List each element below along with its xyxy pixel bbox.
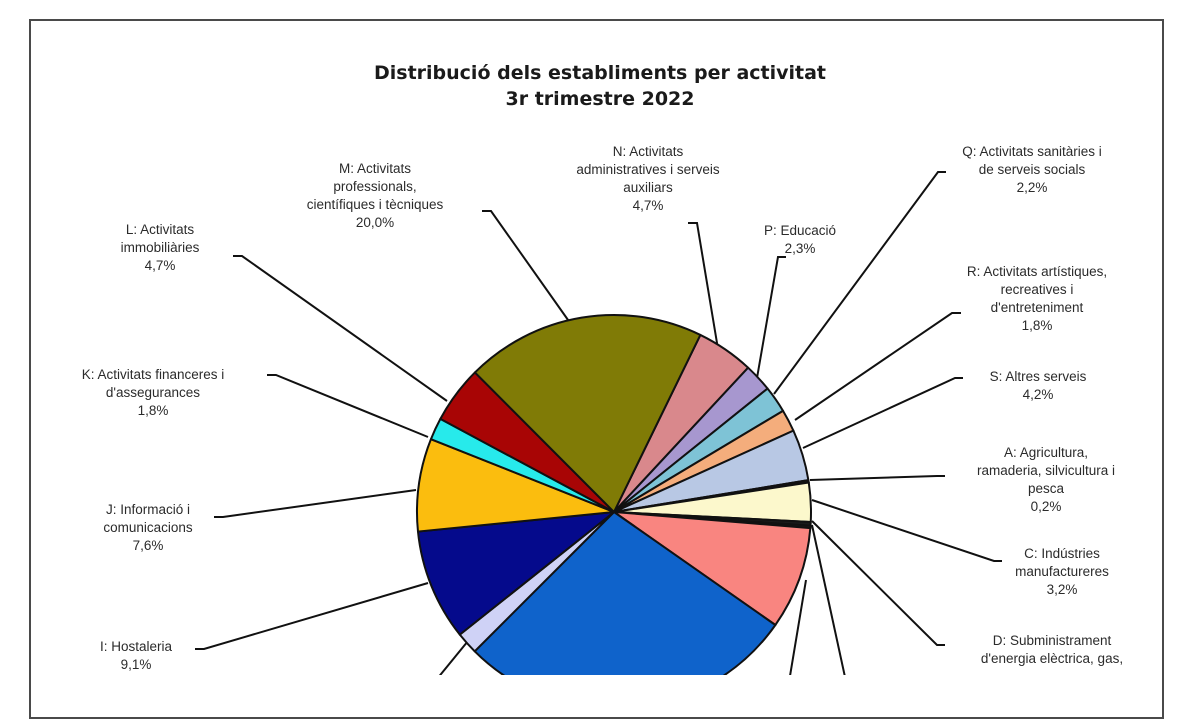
- leader-line-i: [195, 582, 429, 650]
- slice-label-line: A: Agricultura,: [1003, 445, 1089, 460]
- leader-line-k: [267, 374, 429, 438]
- pie-slice-i: [416, 511, 615, 636]
- slice-label-line: auxiliars: [623, 180, 673, 195]
- slice-label-line: R: Activitats artístiques,: [966, 264, 1108, 279]
- leader-line-r: [794, 312, 961, 421]
- slice-label-line: L: Activitats: [125, 222, 195, 237]
- slice-label-line: S: Altres serveis: [989, 369, 1087, 384]
- slice-label-a: A: Agricultura, ramaderia, silvicultura i…: [977, 444, 1115, 516]
- leader-line-h: [438, 640, 469, 675]
- slice-label-line: 9,1%: [120, 657, 152, 672]
- slice-label-line: d'energia elèctrica, gas,: [980, 651, 1124, 666]
- leader-line-s: [802, 377, 963, 449]
- slice-label-i: I: Hostaleria 9,1%: [100, 638, 172, 674]
- slice-label-line: professionals,: [333, 179, 417, 194]
- slice-label-s: S: Altres serveis 4,2%: [990, 368, 1087, 404]
- leader-line-a: [809, 475, 945, 481]
- slice-label-n: N: Activitats administratives i serveis au…: [576, 143, 719, 215]
- pie-slice-m: [473, 314, 702, 513]
- slice-label-k: K: Activitats financeres i d'assegurances…: [82, 366, 225, 420]
- slice-label-line: pesca: [1027, 481, 1065, 496]
- slice-label-line: 1,8%: [1021, 318, 1053, 333]
- slice-label-line: D: Subministrament: [992, 633, 1112, 648]
- slice-label-line: 4,7%: [144, 258, 176, 273]
- slice-label-line: N: Activitats: [612, 144, 684, 159]
- slice-label-p: P: Educació 2,3%: [764, 222, 836, 258]
- leader-line-m: [482, 210, 574, 328]
- slice-label-line: d'entreteniment: [990, 300, 1084, 315]
- chart-title-main: Distribució dels establiments per activi…: [373, 62, 827, 84]
- leader-line-n: [688, 222, 720, 356]
- slice-label-line: C: Indústries: [1024, 546, 1100, 561]
- pie-slice-j: [416, 438, 615, 533]
- slice-label-line: 2,2%: [1016, 180, 1048, 195]
- pie-chart: [195, 171, 1002, 675]
- slice-label-line: K: Activitats financeres i: [81, 367, 225, 382]
- slice-label-line: J: Informació i: [105, 502, 191, 517]
- slice-label-c: C: Indústries manufactureres 3,2%: [1015, 545, 1109, 599]
- slice-label-d: D: Subministrament d'energia elèctrica, g…: [981, 632, 1123, 668]
- leader-line-p: [756, 256, 786, 379]
- leader-line-d: [811, 520, 945, 646]
- slice-label-line: 7,6%: [132, 538, 164, 553]
- chart-subtitle: 3r trimestre 2022: [505, 88, 695, 110]
- slice-label-q: Q: Activitats sanitàries i de serveis soc…: [962, 143, 1102, 197]
- pie-slices: [416, 314, 812, 675]
- slice-label-line: manufactureres: [1015, 564, 1109, 579]
- slice-label-line: recreatives i: [1000, 282, 1074, 297]
- slice-label-j: J: Informació i comunicacions 7,6%: [103, 501, 192, 555]
- leader-line-c: [811, 499, 1002, 562]
- slice-label-line: Q: Activitats sanitàries i: [962, 144, 1102, 159]
- slice-label-line: 2,3%: [784, 241, 816, 256]
- slice-label-line: 4,2%: [1022, 387, 1054, 402]
- slice-label-line: 3,2%: [1046, 582, 1078, 597]
- slice-label-r: R: Activitats artístiques, recreatives i d…: [967, 263, 1107, 335]
- slice-label-line: 0,2%: [1030, 499, 1062, 514]
- leader-lines: [195, 171, 1002, 675]
- slice-label-line: de serveis socials: [978, 162, 1086, 177]
- slice-label-line: 4,7%: [632, 198, 664, 213]
- leader-line-j: [214, 489, 417, 518]
- slice-label-line: 20,0%: [355, 215, 395, 230]
- slice-label-line: immobiliàries: [120, 240, 200, 255]
- pie-slice-g: [473, 511, 777, 675]
- slice-label-m: M: Activitats professionals, científiques …: [307, 160, 444, 232]
- leader-line-q: [773, 171, 946, 395]
- slice-label-line: administratives i serveis: [576, 162, 720, 177]
- slice-label-line: d'assegurances: [105, 385, 201, 400]
- slice-label-line: 1,8%: [137, 403, 169, 418]
- slice-label-line: comunicacions: [103, 520, 193, 535]
- slice-label-l: L: Activitats immobiliàries 4,7%: [121, 221, 200, 275]
- slice-label-line: P: Educació: [763, 223, 837, 238]
- slice-label-line: I: Hostaleria: [99, 639, 173, 654]
- slice-label-line: científiques i tècniques: [306, 197, 444, 212]
- leader-line-l: [233, 255, 448, 402]
- slice-label-line: M: Activitats: [338, 161, 411, 176]
- slice-label-line: ramaderia, silvicultura i: [976, 463, 1116, 478]
- leader-line-e: [811, 524, 846, 675]
- pie-slice-f: [613, 511, 812, 626]
- leader-line-f: [789, 579, 807, 675]
- chart-title: Distribució dels establiments per activi…: [0, 60, 1200, 112]
